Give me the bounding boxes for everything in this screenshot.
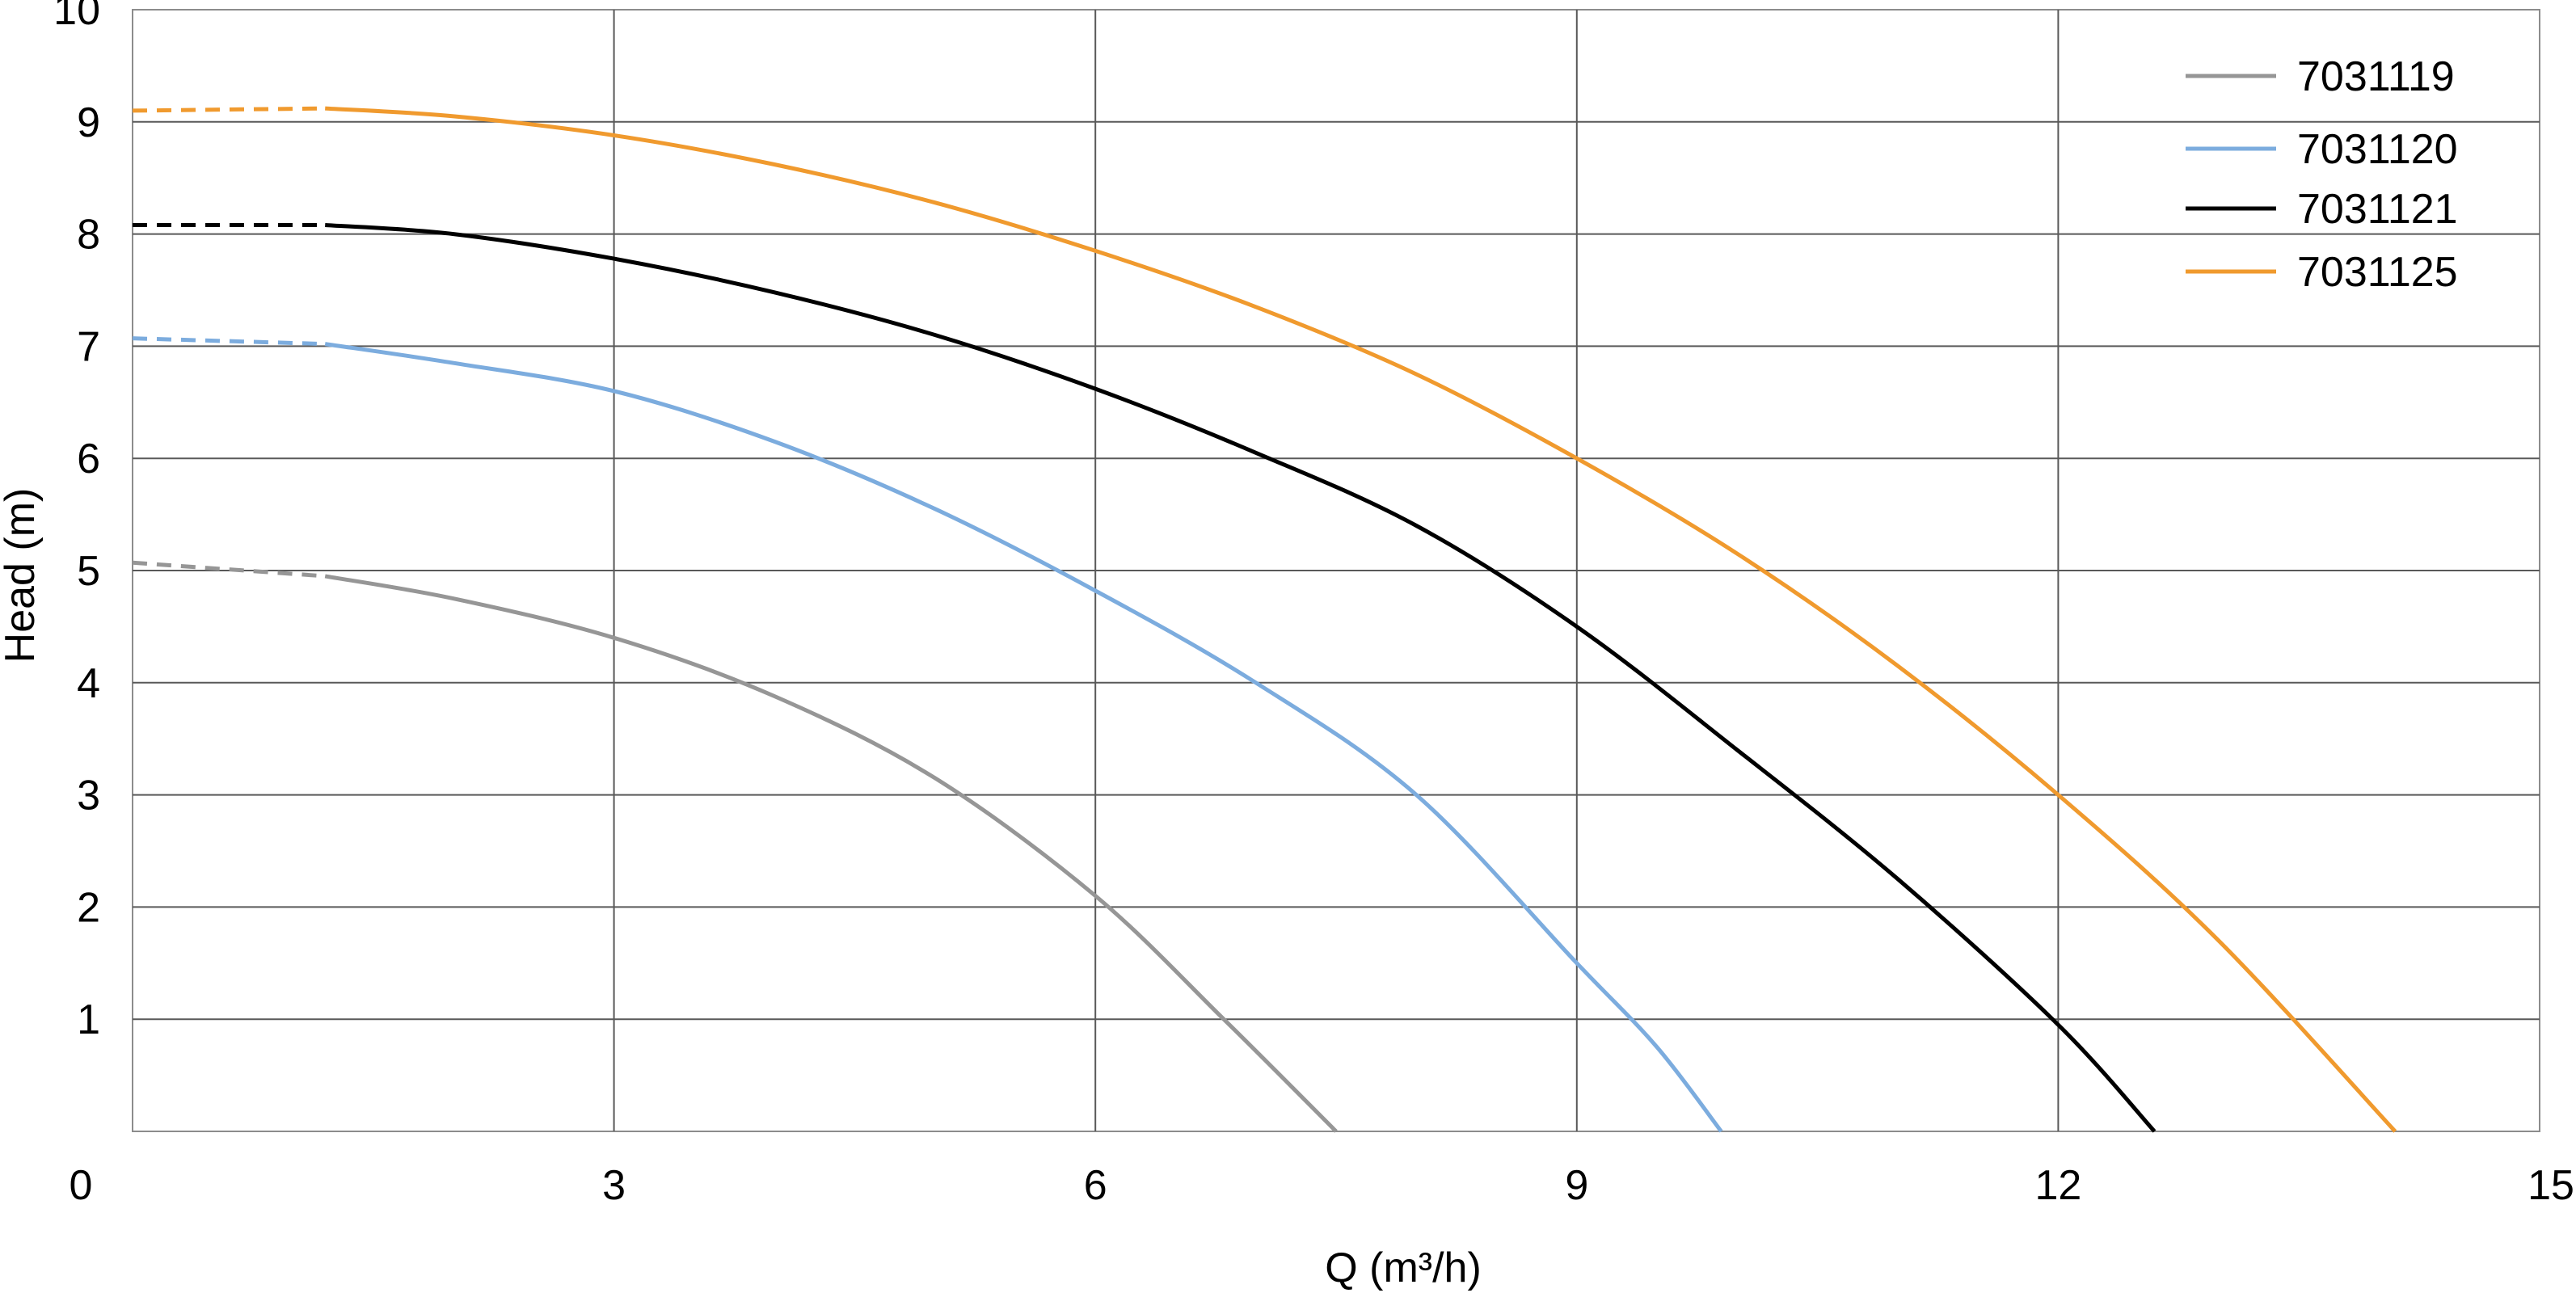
series-7031120 [132, 336, 1723, 1133]
x-tick-label: 3 [602, 1162, 626, 1209]
legend-label: 7031121 [2297, 186, 2458, 233]
legend-label: 7031125 [2297, 249, 2458, 296]
x-tick-label: 0 [70, 1162, 93, 1209]
x-axis-title: Q (m³/h) [1325, 1245, 1482, 1291]
series-dashed-segment [132, 106, 326, 113]
series-dashed-segment [132, 336, 326, 347]
y-tick-label: 9 [77, 99, 100, 146]
y-axis-title: Head (m) [0, 488, 44, 663]
series-dashed-segment [132, 560, 326, 579]
y-tick-label: 2 [77, 884, 100, 931]
y-tick-label: 5 [77, 548, 100, 595]
series-line [325, 106, 2397, 1133]
y-tick-label: 8 [77, 212, 100, 259]
legend: 7031119 7031120 7031121 7031125 [2186, 53, 2458, 296]
legend-label: 7031119 [2297, 53, 2455, 100]
series-line [324, 574, 1338, 1133]
x-tick-label: 15 [2528, 1162, 2574, 1209]
y-tick-label: 7 [77, 323, 100, 370]
y-tick-label: 6 [77, 436, 100, 482]
y-tick-label: 3 [77, 773, 100, 819]
series-line [325, 223, 2157, 1133]
legend-entry-7031120: 7031120 [2186, 126, 2458, 173]
legend-label: 7031120 [2297, 126, 2458, 173]
y-tick-label: 1 [77, 996, 100, 1043]
y-tick-label: 4 [77, 660, 100, 707]
legend-entry-7031125: 7031125 [2186, 249, 2458, 296]
series-7031125 [132, 106, 2397, 1133]
legend-entry-7031121: 7031121 [2186, 186, 2458, 233]
y-tick-label: 10 [53, 0, 100, 34]
grid-layer [132, 9, 2540, 1132]
legend-entry-7031119: 7031119 [2186, 53, 2455, 100]
x-tick-label: 6 [1084, 1162, 1107, 1209]
series-7031121 [133, 222, 2157, 1133]
series-layer [132, 106, 2397, 1133]
x-tick-label: 9 [1565, 1162, 1588, 1209]
x-tick-label: 12 [2034, 1162, 2081, 1209]
series-7031119 [132, 560, 1338, 1133]
series-line [324, 342, 1723, 1133]
